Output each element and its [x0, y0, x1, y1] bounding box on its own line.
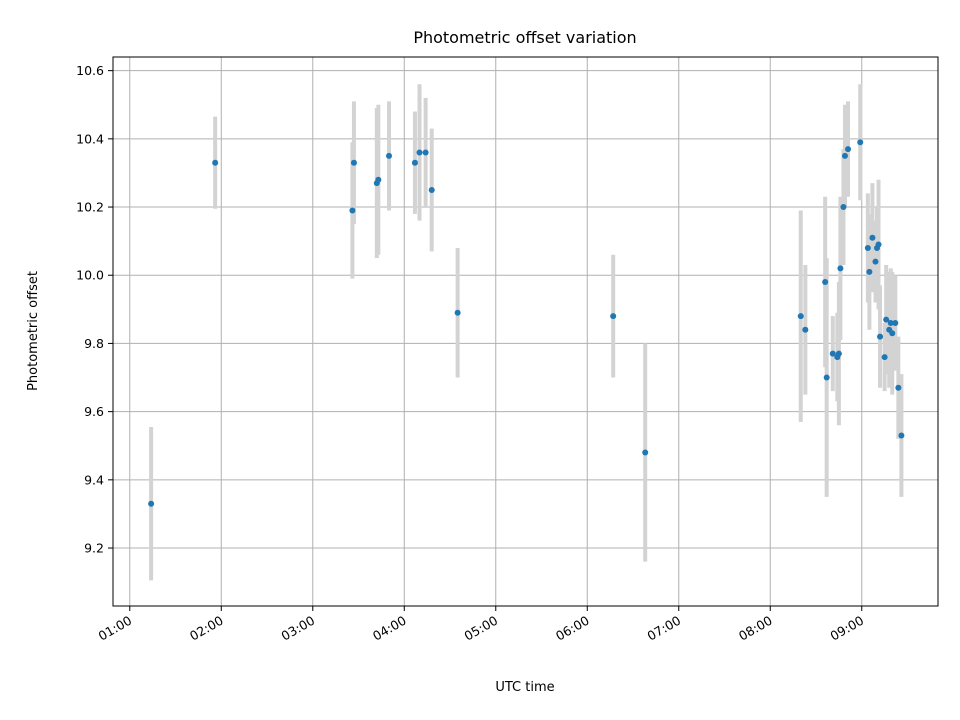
y-tick-label: 10.2	[76, 200, 104, 215]
data-point	[872, 258, 879, 265]
data-point	[642, 449, 649, 456]
data-point	[454, 309, 461, 316]
y-tick-label: 9.4	[84, 472, 104, 487]
data-point	[898, 432, 905, 439]
data-point	[840, 204, 847, 211]
y-tick-label: 9.6	[84, 404, 104, 419]
data-point	[887, 319, 894, 326]
data-point	[892, 319, 899, 326]
y-tick-label: 9.8	[84, 336, 104, 351]
data-point	[822, 279, 829, 286]
data-point	[866, 268, 873, 275]
data-point	[829, 350, 836, 357]
data-point	[386, 152, 393, 159]
data-point	[881, 354, 888, 361]
chart-title: Photometric offset variation	[413, 28, 636, 47]
data-point	[212, 159, 219, 166]
data-point	[416, 149, 423, 156]
data-point	[841, 152, 848, 159]
data-point	[428, 186, 435, 193]
data-point	[148, 500, 155, 507]
data-point	[422, 149, 429, 156]
data-point	[895, 384, 902, 391]
y-axis-ticks: 9.2 9.4 9.6 9.8 10.0 10.2 10.4 10.6	[76, 63, 113, 556]
data-point	[869, 234, 876, 241]
data-points	[148, 139, 905, 507]
y-tick-label: 10.6	[76, 63, 104, 78]
data-point	[350, 159, 357, 166]
data-point	[349, 207, 356, 214]
data-point	[857, 139, 864, 146]
data-point	[835, 350, 842, 357]
data-point	[889, 330, 896, 337]
data-point	[864, 244, 871, 251]
data-point	[375, 176, 382, 183]
data-point	[610, 313, 617, 320]
plot-frame	[112, 56, 939, 607]
data-point	[823, 374, 830, 381]
data-point	[802, 326, 809, 333]
data-point	[883, 316, 890, 323]
data-point	[875, 241, 882, 248]
data-point	[845, 146, 852, 153]
y-tick-label: 10.4	[76, 131, 104, 146]
data-point	[797, 313, 804, 320]
data-point	[877, 333, 884, 340]
data-point	[837, 265, 844, 272]
y-tick-label: 9.2	[84, 541, 104, 556]
y-axis-label: Photometric offset	[26, 271, 41, 391]
data-point	[411, 159, 418, 166]
y-tick-label: 10.0	[76, 268, 104, 283]
x-axis-label: UTC time	[495, 680, 554, 695]
